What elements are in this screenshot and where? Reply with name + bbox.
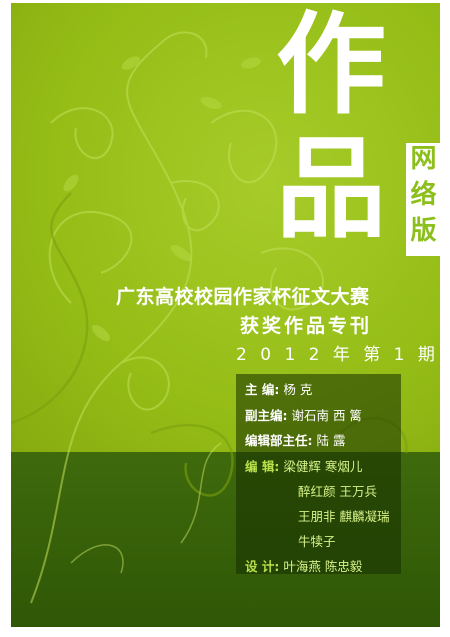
credit-deputy-value: 谢石南 西 篱	[291, 408, 361, 423]
side-label-char-1: 网	[409, 146, 438, 172]
side-label-char-2: 络	[409, 182, 438, 208]
side-label-char-3: 版	[409, 218, 438, 244]
credit-director: 编辑部主任: 陆 露	[245, 430, 345, 449]
credit-editors-line-2: 醉红颜 王万兵	[298, 481, 377, 500]
credit-design-value: 叶海燕 陈忠毅	[283, 559, 362, 574]
credit-editors-line-4: 牛犊子	[298, 531, 336, 550]
credit-director-label: 编辑部主任:	[245, 433, 313, 448]
credit-editor-line: 醉红颜 王万兵	[298, 484, 377, 499]
issue-subtitle: 获奖作品专刊	[240, 311, 372, 338]
credit-design: 设 计: 叶海燕 陈忠毅	[245, 556, 362, 575]
credit-chief-value: 杨 克	[283, 382, 312, 397]
credit-editors-line-3: 王朋非 麒麟凝瑞	[298, 506, 389, 525]
credit-editors: 编 辑: 梁健辉 寒烟儿	[245, 456, 362, 475]
credit-editor-line: 梁健辉 寒烟儿	[283, 459, 362, 474]
credit-director-value: 陆 露	[316, 433, 345, 448]
contest-title: 广东高校校园作家杯征文大赛	[116, 282, 370, 309]
credit-deputy-label: 副主编:	[245, 408, 288, 423]
credit-editor-line: 王朋非 麒麟凝瑞	[298, 509, 389, 524]
issue-date: 2 0 1 2 年 第 1 期	[236, 340, 439, 365]
cover-title-char-1: 作	[276, 10, 386, 120]
cover-title-char-2: 品	[276, 134, 386, 244]
credit-chief-label: 主 编:	[245, 382, 279, 397]
credit-design-label: 设 计:	[245, 559, 279, 574]
credit-editor-line: 牛犊子	[298, 534, 336, 549]
credit-editors-label: 编 辑:	[245, 459, 279, 474]
credit-deputy: 副主编: 谢石南 西 篱	[245, 405, 362, 424]
credit-chief: 主 编: 杨 克	[245, 379, 312, 398]
